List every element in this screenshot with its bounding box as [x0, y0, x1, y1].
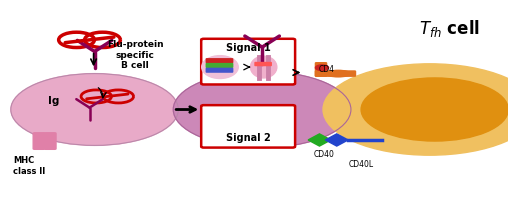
Circle shape — [361, 78, 508, 141]
FancyBboxPatch shape — [206, 59, 233, 62]
FancyBboxPatch shape — [201, 39, 295, 85]
Polygon shape — [325, 134, 348, 146]
Text: CD40L: CD40L — [349, 161, 374, 170]
Circle shape — [316, 65, 329, 71]
Text: CD40: CD40 — [314, 150, 335, 159]
FancyBboxPatch shape — [44, 133, 56, 149]
Ellipse shape — [250, 56, 277, 78]
Text: $T_{fh}$ cell: $T_{fh}$ cell — [419, 18, 480, 39]
FancyBboxPatch shape — [316, 71, 355, 76]
FancyBboxPatch shape — [201, 105, 295, 148]
Ellipse shape — [326, 70, 350, 77]
Polygon shape — [308, 134, 331, 146]
FancyBboxPatch shape — [206, 68, 233, 72]
Circle shape — [323, 64, 509, 155]
FancyBboxPatch shape — [316, 63, 327, 76]
Circle shape — [11, 74, 178, 145]
Text: MHC
class II: MHC class II — [13, 156, 46, 176]
Circle shape — [173, 71, 351, 148]
FancyBboxPatch shape — [33, 133, 45, 149]
Text: Signal 1: Signal 1 — [226, 43, 270, 53]
Text: CD4: CD4 — [319, 65, 334, 74]
Text: Ig: Ig — [48, 96, 60, 106]
Text: Flu-protein
specific
B cell: Flu-protein specific B cell — [107, 40, 163, 70]
FancyBboxPatch shape — [255, 62, 271, 65]
Ellipse shape — [202, 56, 238, 78]
Text: Signal 2: Signal 2 — [226, 133, 270, 143]
FancyBboxPatch shape — [206, 64, 233, 67]
